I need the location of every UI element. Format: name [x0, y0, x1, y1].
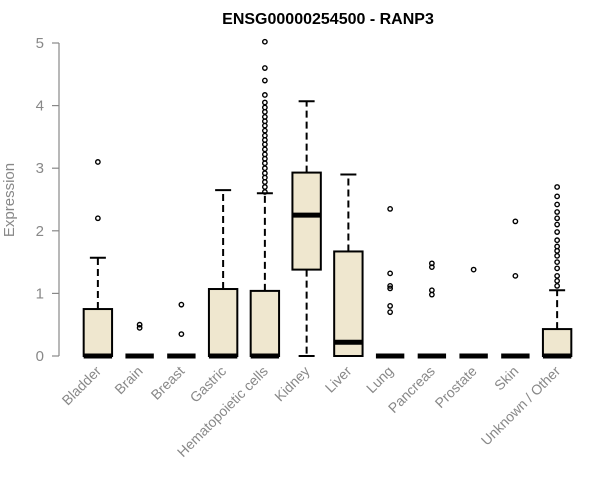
box-breast [167, 301, 196, 359]
box-prostate [459, 266, 488, 359]
x-tick-label: Breast [148, 363, 188, 403]
outlier-point [554, 277, 561, 284]
box-pancreas [417, 260, 447, 359]
outlier-point [261, 92, 268, 98]
x-tick-label: Prostate [432, 363, 480, 411]
outlier-point [554, 193, 561, 200]
outlier-point [554, 201, 561, 208]
y-tick-label: 0 [36, 348, 44, 365]
box-body [249, 289, 281, 357]
x-tick-label: Lung [363, 363, 396, 396]
y-tick-label: 5 [36, 35, 44, 52]
outlier-point [554, 282, 561, 289]
outlier-point [178, 301, 185, 308]
x-tick-label: Unknown / Other [478, 363, 564, 449]
y-axis: 0 1 2 3 4 5 [36, 35, 60, 365]
outlier-point [387, 285, 394, 292]
outlier-point [512, 272, 519, 279]
outlier-point [261, 170, 268, 177]
outlier-point [261, 38, 268, 45]
box-body [82, 308, 114, 357]
box-liver [333, 173, 364, 357]
outlier-point [261, 184, 268, 190]
outlier-point [387, 303, 394, 309]
outlier-point [387, 282, 394, 289]
outlier-point [554, 259, 561, 265]
box-hematopoietic-cells [249, 38, 281, 359]
y-tick-label: 4 [36, 98, 44, 115]
outlier-point [512, 218, 519, 225]
outlier-point [554, 229, 561, 235]
outlier-point [554, 243, 561, 250]
x-tick-label: Bladder [59, 363, 105, 409]
outlier-point [261, 151, 268, 158]
outlier-point [261, 99, 268, 106]
outlier-point [261, 165, 268, 172]
box-body [541, 328, 573, 357]
outlier-point [554, 237, 561, 244]
outlier-point [94, 159, 101, 165]
outlier-point [261, 189, 268, 195]
x-tick-label: Brain [111, 363, 145, 397]
outlier-point [136, 321, 143, 328]
outlier-point [136, 324, 143, 331]
box-gastric [207, 189, 239, 359]
box-lung [375, 205, 405, 359]
outlier-point [554, 215, 561, 222]
box-skin [501, 218, 530, 359]
outlier-point [554, 209, 561, 215]
outlier-point [470, 266, 477, 273]
outlier-point [428, 287, 435, 294]
outlier-point [428, 260, 435, 267]
box-body [291, 171, 322, 271]
outlier-point [554, 272, 561, 279]
outlier-point [387, 309, 394, 316]
box-body [207, 288, 239, 358]
outlier-point [554, 184, 561, 190]
box-unknown-other [541, 184, 573, 359]
box-body [333, 250, 364, 357]
outlier-point [261, 132, 268, 139]
outlier-point [261, 113, 268, 120]
box-bladder [82, 159, 114, 359]
outlier-point [387, 205, 394, 212]
outlier-point [261, 146, 268, 153]
y-tick-label: 3 [36, 160, 44, 177]
outlier-point [261, 127, 268, 134]
outlier-point [94, 215, 101, 222]
x-tick-label: Skin [491, 363, 522, 394]
outlier-point [554, 265, 561, 272]
outlier-point [554, 221, 561, 228]
box-brain [125, 321, 154, 359]
outlier-point [261, 104, 268, 111]
y-tick-label: 1 [36, 285, 44, 302]
outlier-point [261, 77, 268, 84]
box-kidney [291, 100, 322, 357]
x-tick-label: Liver [322, 363, 355, 396]
outlier-point [178, 331, 185, 337]
outlier-point [261, 65, 268, 71]
chart-title: ENSG00000254500 - RANP3 [222, 11, 434, 28]
y-tick-label: 2 [36, 223, 44, 240]
x-tick-label: Kidney [271, 363, 313, 405]
outlier-point [554, 252, 561, 259]
boxes-layer [82, 38, 573, 359]
y-axis-label: Expression [1, 163, 18, 237]
outlier-point [387, 270, 394, 277]
